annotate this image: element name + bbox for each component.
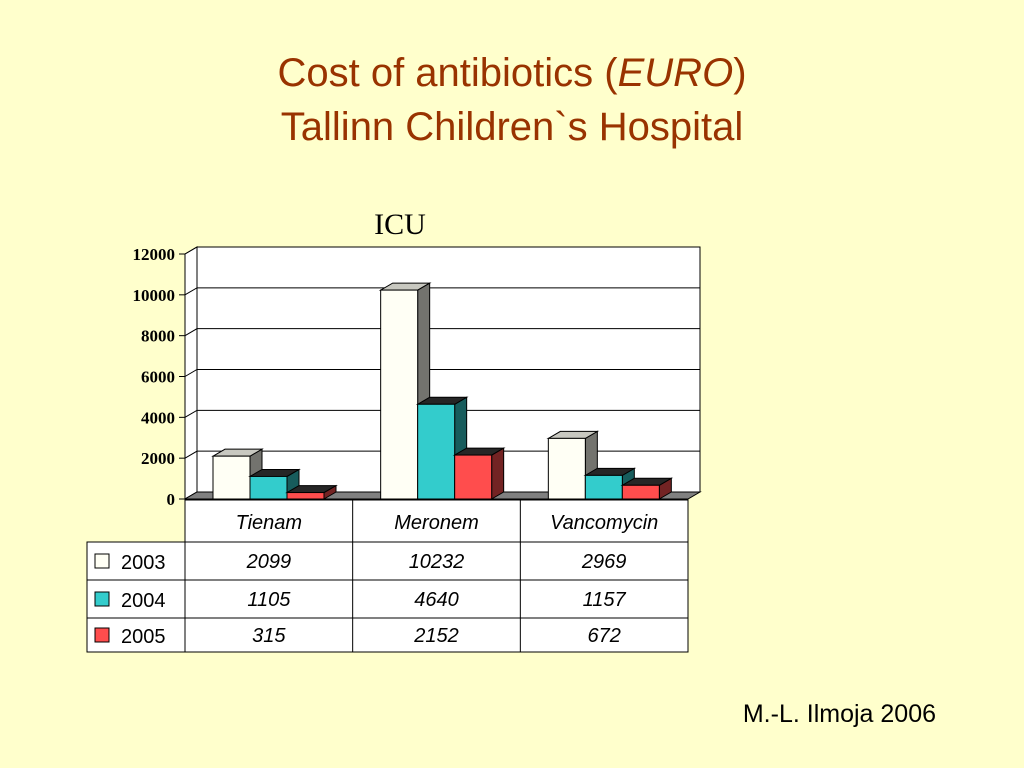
data-label: 2969 bbox=[581, 551, 627, 573]
data-label: 10232 bbox=[409, 551, 465, 573]
legend-label: 2003 bbox=[121, 552, 166, 574]
data-label: 2099 bbox=[246, 551, 292, 573]
data-label: 1157 bbox=[583, 589, 627, 611]
gridline bbox=[184, 246, 700, 255]
bar-2004-meronem bbox=[417, 403, 456, 500]
gridline bbox=[184, 328, 700, 337]
table-header-row bbox=[184, 499, 689, 543]
slide-title: Cost of antibiotics (EURO) Tallinn Child… bbox=[0, 46, 1024, 154]
table-body bbox=[86, 541, 689, 653]
author-credit: M.-L. Ilmoja 2006 bbox=[742, 700, 936, 728]
legend-label: 2005 bbox=[121, 626, 166, 648]
legend-swatch bbox=[94, 553, 110, 569]
gridline bbox=[184, 369, 700, 377]
data-label: 1105 bbox=[247, 589, 291, 611]
x-category-label: Tienam bbox=[236, 512, 303, 534]
bar-side bbox=[491, 447, 505, 500]
bar-2003-vancomycin bbox=[547, 437, 586, 500]
gridline bbox=[184, 450, 700, 459]
y-tick-label: 0 bbox=[167, 490, 176, 509]
y-tick-label: 6000 bbox=[141, 368, 175, 387]
bar-2004-vancomycin bbox=[584, 474, 623, 500]
chart-title: ICU bbox=[374, 208, 426, 241]
title-line-2: Tallinn Children`s Hospital bbox=[280, 105, 744, 149]
y-tick-label: 12000 bbox=[133, 245, 176, 264]
bar-2005-tienam bbox=[286, 492, 325, 500]
gridline bbox=[184, 287, 700, 296]
x-category-label: Vancomycin bbox=[550, 512, 658, 534]
legend-label: 2004 bbox=[121, 590, 166, 612]
title-line-1: Cost of antibiotics (EURO) bbox=[277, 51, 747, 95]
y-tick-label: 10000 bbox=[133, 286, 176, 305]
legend-swatch bbox=[94, 627, 110, 643]
bar-2003-tienam bbox=[212, 455, 251, 500]
legend-swatch bbox=[94, 591, 110, 607]
x-category-label: Meronem bbox=[394, 512, 478, 534]
data-label: 672 bbox=[587, 625, 620, 647]
y-tick-label: 4000 bbox=[141, 408, 175, 427]
data-label: 2152 bbox=[413, 625, 459, 647]
y-tick-label: 2000 bbox=[141, 449, 175, 468]
bar-2005-meronem bbox=[454, 454, 493, 500]
data-label: 4640 bbox=[414, 589, 459, 611]
gridline bbox=[184, 409, 700, 418]
y-tick-label: 8000 bbox=[141, 327, 175, 346]
bar-2004-tienam bbox=[249, 475, 288, 500]
data-label: 315 bbox=[252, 625, 286, 647]
bar-2003-meronem bbox=[380, 289, 419, 500]
bar-2005-vancomycin bbox=[621, 484, 660, 500]
